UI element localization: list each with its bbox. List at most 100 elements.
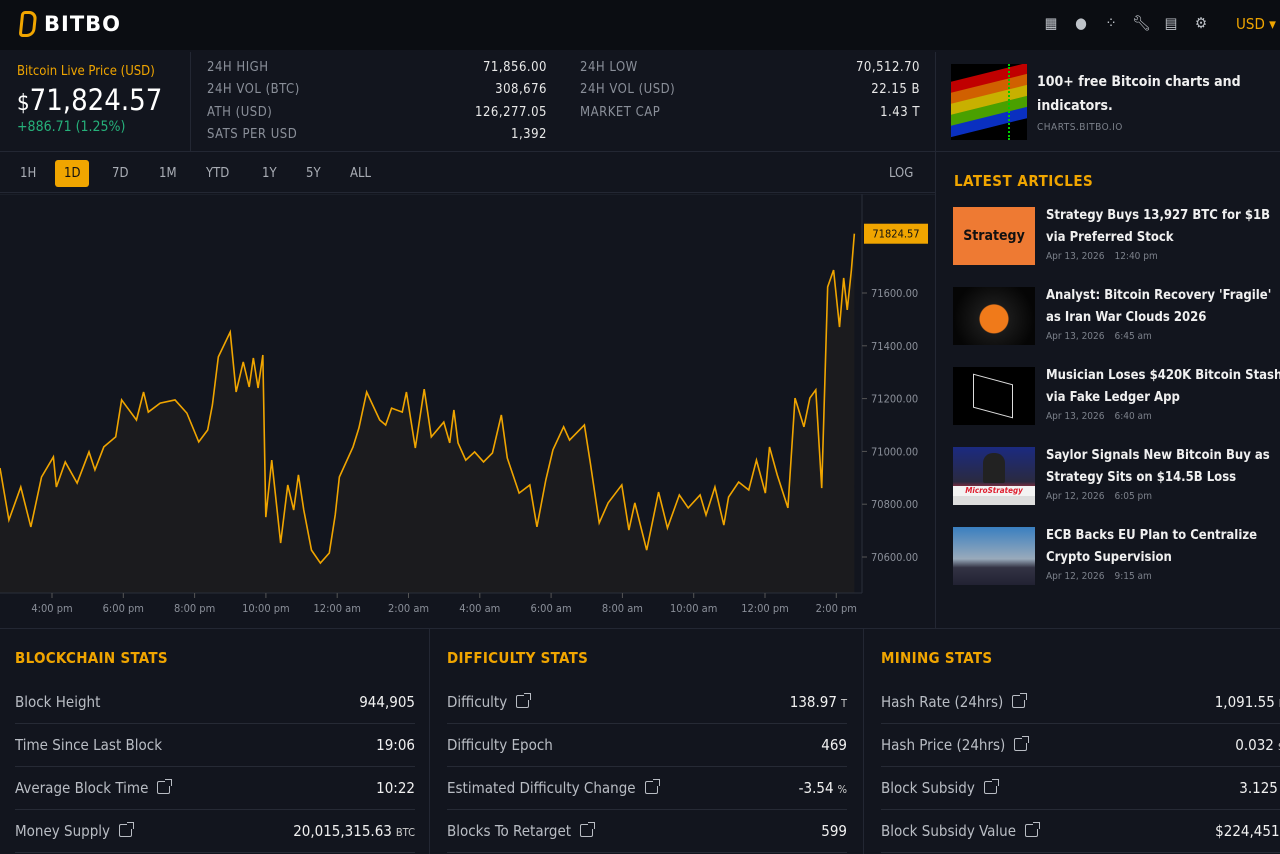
timeframe-7d[interactable]: 7D [112, 166, 129, 181]
external-link-icon[interactable] [580, 822, 596, 837]
x-tick-label: 6:00 pm [103, 602, 144, 615]
x-tick-label: 12:00 am [314, 602, 361, 615]
article-title[interactable]: Analyst: Bitcoin Recovery 'Fragile' as I… [1046, 288, 1272, 325]
price-line [0, 233, 856, 565]
nodes-icon[interactable]: ⁘ [1105, 14, 1117, 32]
timeframe-ytd[interactable]: YTD [206, 166, 230, 181]
stats-left: 24H HIGH 71,856.00 24H VOL (BTC) 308,676 ATH… [207, 60, 547, 149]
stat-row: Money Supply 20,015,315.63 BTC [15, 810, 415, 853]
external-link-icon[interactable] [157, 779, 173, 794]
article-date-time: 6:40 am [1114, 411, 1152, 422]
article-date-day: Apr 12, 2026 [1046, 491, 1105, 502]
stat-value: $224,451.78 [1215, 822, 1280, 840]
log-scale-toggle[interactable]: LOG [889, 166, 914, 181]
stat-value: 71,856.00 [482, 60, 547, 75]
latest-articles-heading: LATEST ARTICLES [954, 172, 1094, 190]
stat-value-text: -3.54 [798, 779, 834, 797]
x-tick-label: 4:00 am [459, 602, 500, 615]
currency-value: USD [1236, 15, 1265, 33]
stat-value: 20,015,315.63 BTC [293, 822, 415, 840]
article-title[interactable]: ECB Backs EU Plan to Centralize Crypto S… [1046, 528, 1258, 565]
stat-value: 22.15 B [871, 82, 920, 98]
article-title[interactable]: Saylor Signals New Bitcoin Buy as Strate… [1046, 448, 1270, 485]
article-item[interactable]: MicroStrategy Saylor Signals New Bitcoin … [953, 447, 1280, 507]
bar-chart-icon[interactable]: ▤ [1164, 14, 1178, 32]
timeframe-1m[interactable]: 1M [159, 166, 177, 181]
stats-right: 24H LOW 70,512.70 24H VOL (USD) 22.15 B MARK… [580, 60, 920, 127]
price-change: +886.71 (1.25%) [17, 119, 126, 135]
stat-row: Time Since Last Block 19:06 [15, 724, 415, 767]
gear-icon[interactable]: ⚙ [1194, 14, 1208, 32]
external-link-icon[interactable] [516, 693, 532, 708]
stat-value: 138.97 T [790, 693, 847, 711]
panel-title: MINING STATS [881, 649, 993, 667]
stat-value: -3.54% [799, 779, 847, 797]
article-thumbnail [953, 527, 1035, 585]
live-price: $71,824.57 [17, 83, 162, 117]
stat-value: 1,392 [511, 126, 547, 142]
external-link-icon[interactable] [1014, 736, 1030, 751]
timeframe-5y[interactable]: 5Y [306, 166, 321, 181]
price-chart[interactable]: 70600.00 70800.00 71000.00 71200.00 71400.00… [0, 194, 935, 628]
article-date: Apr 12, 2026 6:05 pm [1046, 491, 1162, 502]
stat-label-text: Block Subsidy [881, 779, 975, 797]
stat-label: Block Height [15, 693, 100, 711]
external-link-icon[interactable] [983, 779, 999, 794]
divider [190, 52, 191, 152]
charts-promo[interactable]: 100+ free Bitcoin charts and indicators.… [936, 52, 1280, 152]
brand-name: BITBO [44, 12, 122, 36]
bitcoin-icon[interactable]: ● [1075, 14, 1087, 32]
external-link-icon[interactable] [644, 779, 660, 794]
article-item[interactable]: Strategy Strategy Buys 13,927 BTC for $1B… [953, 207, 1280, 267]
stat-label: Difficulty Epoch [447, 736, 553, 754]
stat-row: Blocks To Retarget 599 [447, 810, 847, 853]
stat-label-text: Block Subsidy Value [881, 822, 1017, 840]
stat-label: Hash Price (24hrs) [881, 736, 1030, 754]
article-title[interactable]: Musician Loses $420K Bitcoin Stash via F… [1046, 368, 1280, 405]
article-item[interactable]: Analyst: Bitcoin Recovery 'Fragile' as I… [953, 287, 1280, 347]
price-label: Bitcoin Live Price (USD) [17, 64, 155, 79]
stat-label-text: Difficulty [447, 693, 508, 711]
stat-label: 24H VOL (USD) [580, 82, 676, 98]
article-date-day: Apr 13, 2026 [1046, 251, 1105, 262]
stat-value-text: 0.032 [1235, 736, 1274, 754]
stat-label: 24H LOW [580, 60, 638, 75]
bitbo-logo-icon [18, 11, 38, 37]
stat-label: Average Block Time [15, 779, 173, 797]
timeframe-1y[interactable]: 1Y [262, 166, 277, 181]
timeframe-1h[interactable]: 1H [20, 166, 37, 181]
stat-value-text: $224,451.78 [1215, 822, 1280, 840]
stat-row: Average Block Time 10:22 [15, 767, 415, 810]
article-item[interactable]: Musician Loses $420K Bitcoin Stash via F… [953, 367, 1280, 427]
panel-blockchain-stats: BLOCKCHAIN STATS Block Height 944,905 Time … [0, 629, 430, 854]
y-tick-label: 71600.00 [871, 287, 918, 300]
timeframe-1d[interactable]: 1D [55, 160, 90, 187]
promo-link[interactable]: CHARTS.BITBO.IO [1037, 122, 1123, 133]
wrench-icon[interactable]: 🔧︎ [1132, 14, 1152, 32]
stat-label-text: Money Supply [15, 822, 111, 840]
current-price-label: 71824.57 [872, 228, 919, 241]
currency-select[interactable]: USD ▾ [1236, 15, 1276, 33]
stat-row: Block Subsidy 3.125BTC [881, 767, 1280, 810]
y-tick-label: 71000.00 [871, 445, 918, 458]
stat-row: 24H HIGH 71,856.00 [207, 60, 547, 82]
article-date-day: Apr 12, 2026 [1046, 571, 1105, 582]
panel-title: DIFFICULTY STATS [447, 649, 589, 667]
article-title[interactable]: Strategy Buys 13,927 BTC for $1B via Pre… [1046, 208, 1271, 245]
stat-value: 1.43 T [880, 104, 920, 120]
stat-label: Time Since Last Block [15, 736, 162, 754]
external-link-icon[interactable] [1025, 822, 1041, 837]
stat-label: Block Subsidy Value [881, 822, 1041, 840]
external-link-icon[interactable] [1012, 693, 1028, 708]
logo[interactable]: BITBO [18, 11, 122, 37]
timeframe-all[interactable]: ALL [350, 166, 372, 181]
y-tick-label: 70600.00 [871, 551, 918, 564]
stat-row: ATH (USD) 126,277.05 [207, 105, 547, 127]
stat-label-text: Estimated Difficulty Change [447, 779, 636, 797]
stat-unit: BTC [395, 826, 415, 839]
external-link-icon[interactable] [119, 822, 135, 837]
x-tick-label: 2:00 am [388, 602, 429, 615]
article-date-time: 9:15 am [1114, 571, 1152, 582]
calculator-icon[interactable]: ▦ [1044, 14, 1058, 32]
article-item[interactable]: ECB Backs EU Plan to Centralize Crypto S… [953, 527, 1280, 587]
